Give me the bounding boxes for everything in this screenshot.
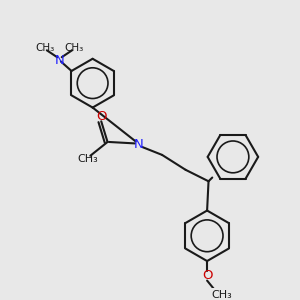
Text: O: O: [96, 110, 106, 123]
Text: CH₃: CH₃: [77, 154, 98, 164]
Text: N: N: [134, 138, 144, 151]
Text: O: O: [202, 269, 212, 283]
Text: CH₃: CH₃: [211, 290, 232, 300]
Text: N: N: [55, 54, 64, 67]
Text: CH₃: CH₃: [65, 43, 84, 53]
Text: CH₃: CH₃: [35, 43, 54, 53]
